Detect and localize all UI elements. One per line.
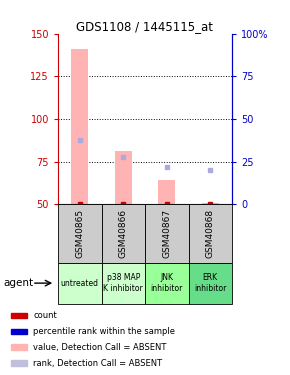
Text: value, Detection Call = ABSENT: value, Detection Call = ABSENT [33, 343, 167, 352]
Bar [102, 204, 145, 262]
Bar [145, 204, 188, 262]
Text: percentile rank within the sample: percentile rank within the sample [33, 327, 175, 336]
Text: count: count [33, 311, 57, 320]
Text: p38 MAP
K inhibitor: p38 MAP K inhibitor [103, 273, 143, 293]
Title: GDS1108 / 1445115_at: GDS1108 / 1445115_at [77, 20, 213, 33]
Text: ERK
inhibitor: ERK inhibitor [194, 273, 226, 293]
Bar [188, 204, 232, 262]
Bar [102, 262, 145, 304]
Bar [115, 152, 132, 204]
Bar [188, 262, 232, 304]
Bar [158, 180, 175, 204]
Bar [11, 328, 27, 334]
Text: GSM40865: GSM40865 [75, 209, 84, 258]
Text: untreated: untreated [61, 279, 99, 288]
Text: agent: agent [3, 278, 33, 288]
Text: GSM40868: GSM40868 [206, 209, 215, 258]
Text: GSM40867: GSM40867 [162, 209, 171, 258]
Text: GSM40866: GSM40866 [119, 209, 128, 258]
Bar [58, 204, 102, 262]
Bar [58, 262, 102, 304]
Bar [145, 262, 188, 304]
Text: rank, Detection Call = ABSENT: rank, Detection Call = ABSENT [33, 359, 163, 368]
Bar [11, 313, 27, 318]
Bar [11, 345, 27, 350]
Bar [11, 360, 27, 366]
Bar [71, 49, 88, 204]
Text: JNK
inhibitor: JNK inhibitor [151, 273, 183, 293]
Bar [202, 202, 219, 204]
